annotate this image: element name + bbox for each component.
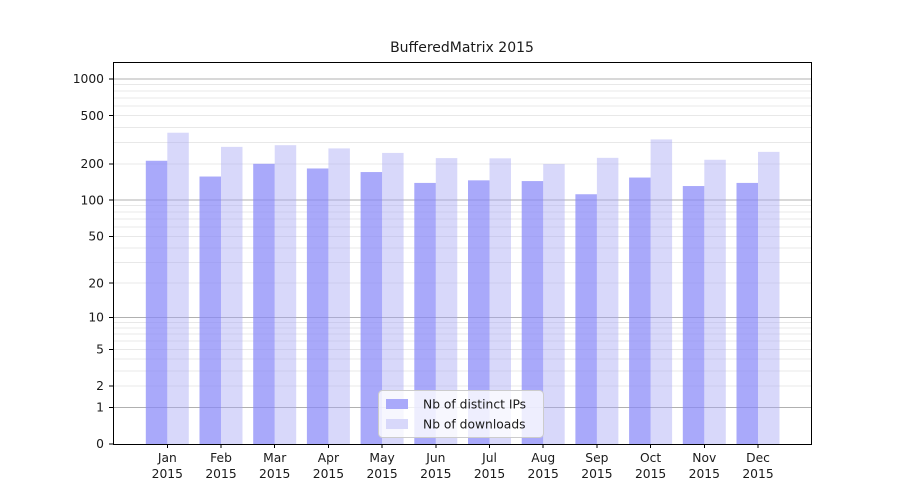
x-tick-label-month: Sep (585, 451, 608, 465)
bar-downloads-nov (704, 159, 726, 445)
x-tick-label-year: 2015 (581, 467, 612, 481)
y-tick-label: 50 (88, 229, 104, 243)
bars-layer (145, 132, 780, 445)
x-tick-label-year: 2015 (635, 467, 666, 481)
bar-distinct-ips-jul (468, 180, 490, 445)
x-tick-label-month: Jun (425, 451, 445, 465)
x-tick-label-year: 2015 (420, 467, 451, 481)
bar-distinct-ips-jun (414, 182, 436, 444)
y-tick-label: 2 (96, 379, 104, 393)
y-tick-label: 20 (88, 276, 104, 290)
bar-distinct-ips-dec (736, 182, 758, 444)
y-tick-label: 0 (96, 437, 104, 451)
x-tick-label-month: Jul (481, 451, 497, 465)
x-tick-label-month: Apr (318, 451, 340, 465)
x-tick-label-month: Nov (692, 451, 716, 465)
x-tick-label-year: 2015 (313, 467, 344, 481)
bar-downloads-aug (543, 164, 565, 444)
plot-frame (113, 62, 812, 445)
x-tick-label-month: May (369, 451, 394, 465)
legend: Nb of distinct IPs Nb of downloads (378, 390, 544, 438)
legend-swatch-downloads (386, 419, 408, 429)
bar-downloads-jan (167, 132, 189, 445)
bar-downloads-feb (221, 146, 243, 445)
bar-downloads-oct (650, 139, 673, 444)
x-tick-label-year: 2015 (259, 467, 290, 481)
y-tick-label: 1 (96, 401, 104, 415)
x-tick-label-month: Mar (263, 451, 287, 465)
legend-swatch-distinct-ips (386, 399, 408, 409)
x-tick-label-year: 2015 (205, 467, 236, 481)
x-tick-label-month: Aug (531, 451, 555, 465)
x-tick-label-month: Jan (157, 451, 177, 465)
x-tick-label-month: Dec (746, 451, 770, 465)
legend-box (378, 390, 544, 438)
bar-distinct-ips-feb (199, 176, 221, 444)
chart-title: BufferedMatrix 2015 (390, 40, 534, 56)
bar-downloads-jul (489, 158, 511, 444)
bar-downloads-jun (435, 158, 458, 444)
y-tick-label: 1000 (73, 72, 104, 86)
axes-layer: 0 1 2 5 10 20 50 100 200 500 1000 Jan 2015 Feb 2015 Mar… (73, 62, 812, 481)
bar-downloads-dec (758, 151, 780, 444)
y-tick-label: 500 (81, 109, 104, 123)
y-tick-label: 5 (96, 343, 104, 357)
x-tick-label-year: 2015 (152, 467, 183, 481)
y-tick-label: 200 (81, 157, 104, 171)
bar-distinct-ips-jan (145, 160, 168, 444)
bar-downloads-sep (596, 157, 619, 444)
bar-downloads-may (382, 152, 404, 445)
bar-distinct-ips-may (360, 172, 383, 444)
x-tick-label-year: 2015 (474, 467, 505, 481)
bar-distinct-ips-apr (306, 168, 329, 444)
x-tick-label-month: Feb (210, 451, 232, 465)
bar-distinct-ips-sep (575, 194, 597, 444)
x-tick-label-year: 2015 (528, 467, 559, 481)
bar-downloads-apr (328, 148, 350, 444)
x-tick-label-year: 2015 (742, 467, 773, 481)
y-tick-label: 10 (88, 311, 104, 325)
legend-label-downloads: Nb of downloads (423, 418, 526, 432)
bar-distinct-ips-nov (682, 186, 705, 445)
legend-label-distinct-ips: Nb of distinct IPs (423, 398, 526, 412)
bar-distinct-ips-mar (253, 163, 275, 444)
x-tick-label-year: 2015 (366, 467, 397, 481)
x-tick-label-year: 2015 (689, 467, 720, 481)
bar-downloads-mar (274, 145, 297, 444)
bar-distinct-ips-aug (521, 181, 544, 444)
y-tick-label: 100 (81, 193, 104, 207)
bar-distinct-ips-oct (629, 177, 651, 444)
x-tick-label-month: Oct (640, 451, 661, 465)
